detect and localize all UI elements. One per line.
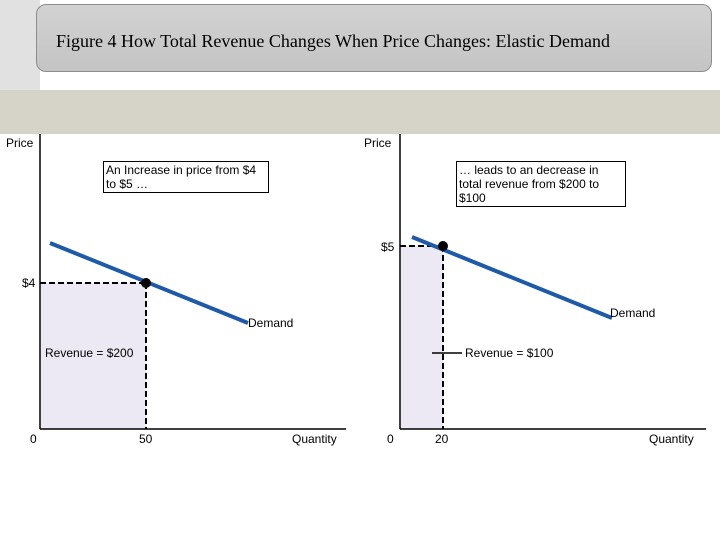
right-revenue-area: [401, 246, 443, 429]
right-equilibrium-point: [438, 241, 448, 251]
left-x-tick-1: 50: [139, 432, 153, 446]
right-x-axis-label: Quantity: [649, 432, 694, 446]
left-annotation-box: An Increase in price from $4 to $5 …: [103, 161, 269, 193]
right-y-tick-0: $5: [381, 240, 395, 254]
right-annotation-box: … leads to an decrease in total revenue …: [456, 161, 626, 207]
left-panel: Price Quantity 0 50 $4 Demand Revenue = …: [6, 134, 346, 446]
right-x-tick-1: 20: [435, 432, 449, 446]
left-y-axis-label: Price: [6, 136, 34, 150]
right-panel: Price Quantity 0 20 $5 Demand Revenue = …: [364, 134, 706, 446]
title-band: Figure 4 How Total Revenue Changes When …: [0, 0, 720, 90]
header-divider-band: [0, 90, 720, 134]
right-y-axis-label: Price: [364, 136, 392, 150]
copyright-notice: Copyright©2003 Southwestern/Thomson Lear…: [524, 530, 680, 537]
left-x-tick-0: 0: [30, 432, 37, 446]
left-x-axis-label: Quantity: [292, 432, 337, 446]
title-box: [36, 4, 712, 72]
title-band-accent: [0, 0, 40, 90]
left-y-tick-0: $4: [22, 276, 36, 290]
right-demand-label: Demand: [610, 306, 655, 320]
left-equilibrium-point: [141, 278, 151, 288]
right-demand-curve: [411, 235, 613, 320]
left-demand-label: Demand: [248, 316, 293, 330]
left-revenue-area: [41, 283, 146, 429]
left-revenue-label: Revenue = $200: [45, 346, 134, 360]
figure-title: Figure 4 How Total Revenue Changes When …: [56, 31, 610, 51]
right-revenue-label: Revenue = $100: [465, 346, 554, 360]
right-x-tick-0: 0: [387, 432, 394, 446]
